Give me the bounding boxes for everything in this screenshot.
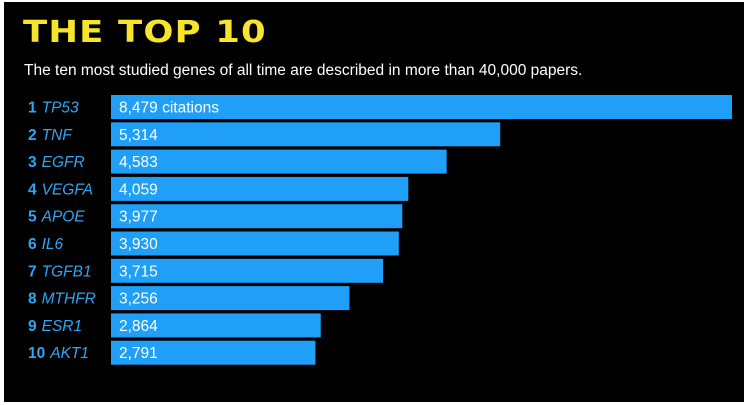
value-label: 2,864: [119, 318, 158, 335]
value-label: 4,059: [119, 181, 158, 198]
value-label: 3,930: [119, 236, 158, 253]
gene-label: AKT1: [49, 345, 89, 362]
rank-label: 5: [28, 209, 37, 226]
rank-label: 9: [28, 318, 37, 335]
gene-label: TP53: [42, 100, 79, 117]
bar-esr1: [111, 313, 321, 338]
value-label: 2,791: [119, 345, 158, 362]
value-label: 3,977: [119, 209, 158, 226]
bar-tgfb1: [111, 258, 384, 283]
chart-title: THE TOP 10: [23, 15, 267, 50]
rank-label: 8: [28, 291, 37, 308]
rank-label: 7: [28, 263, 37, 280]
rank-label: 10: [28, 345, 45, 362]
gene-label: TGFB1: [42, 263, 92, 280]
rank-label: 4: [28, 181, 37, 198]
gene-label: TNF: [42, 127, 74, 144]
bar-egfr: [111, 149, 447, 174]
bar-apoe: [111, 204, 403, 229]
bar-vegfa: [111, 176, 409, 201]
value-label: 8,479 citations: [119, 100, 219, 117]
gene-label: EGFR: [42, 154, 85, 171]
gene-label: IL6: [42, 236, 64, 253]
rank-label: 2: [28, 127, 37, 144]
rank-label: 6: [28, 236, 37, 253]
bar-il6: [111, 231, 399, 256]
gene-label: VEGFA: [42, 181, 93, 198]
bar-tnf: [111, 122, 501, 147]
bar-tp53: [111, 95, 732, 119]
bar-akt1: [111, 340, 316, 365]
value-label: 5,314: [119, 127, 158, 144]
gene-label: APOE: [41, 209, 86, 226]
bar-mthfr: [111, 286, 350, 311]
value-label: 4,583: [119, 154, 158, 171]
value-label: 3,256: [119, 291, 158, 308]
value-label: 3,715: [119, 263, 158, 280]
rank-label: 3: [28, 154, 37, 171]
rank-label: 1: [28, 100, 37, 117]
gene-label: MTHFR: [42, 291, 96, 308]
gene-label: ESR1: [42, 318, 83, 335]
chart-subtitle: The ten most studied genes of all time a…: [24, 62, 583, 79]
